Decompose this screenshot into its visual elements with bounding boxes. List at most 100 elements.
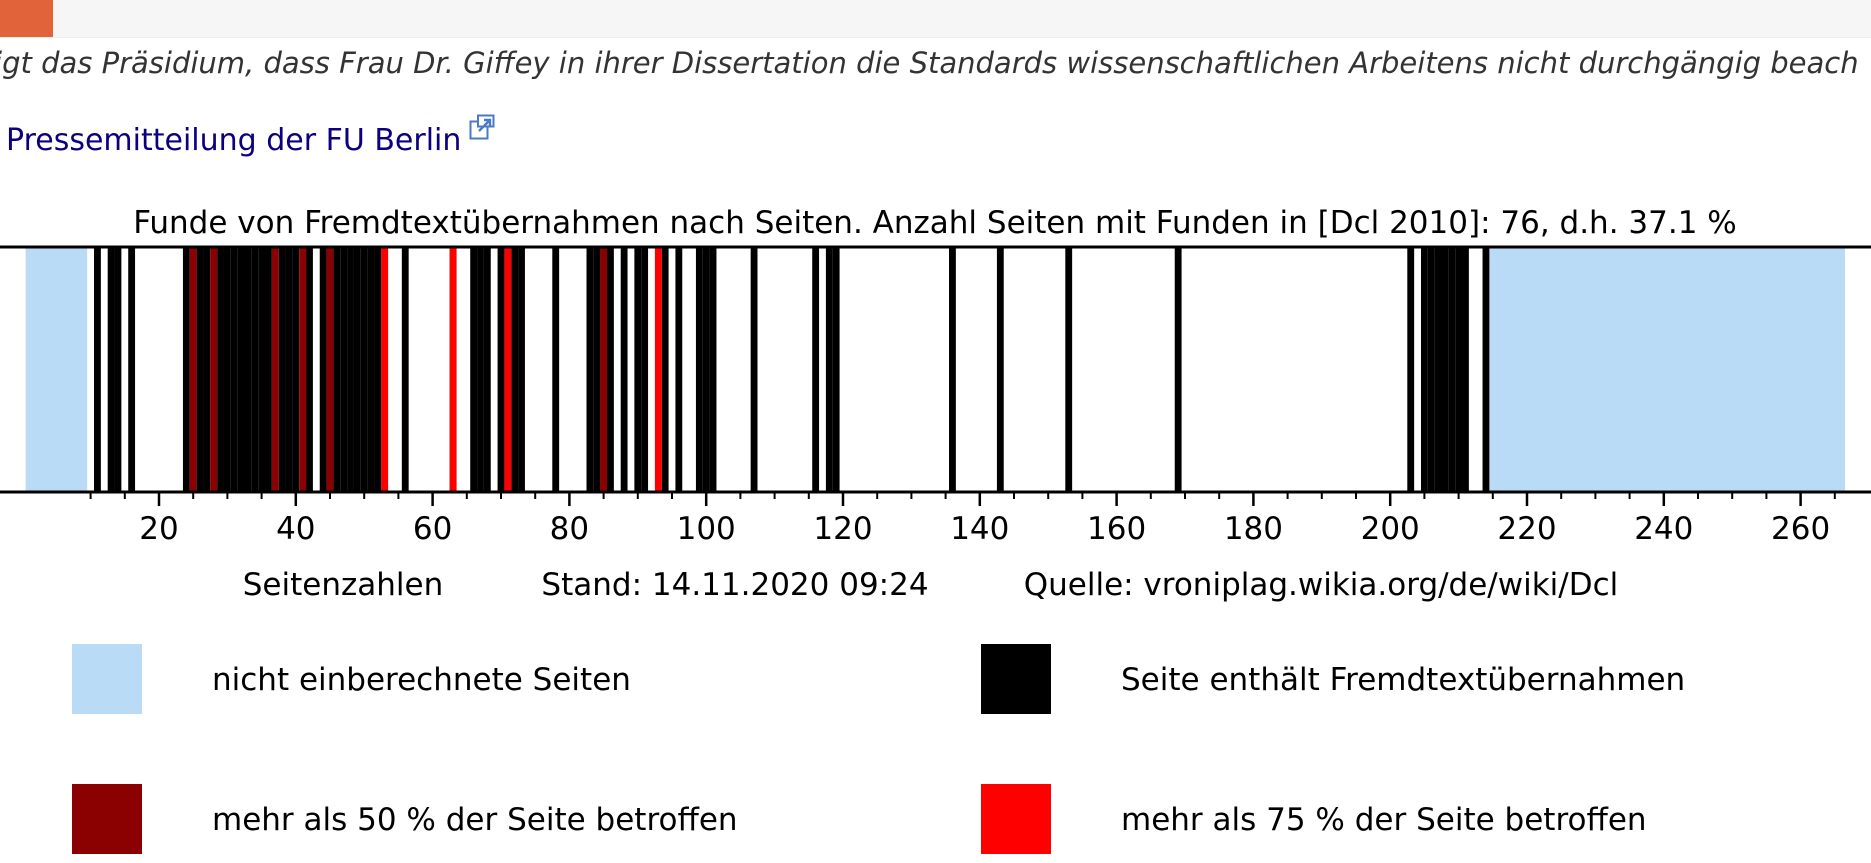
- findings-bar-page-35: [258, 247, 266, 492]
- legend-label-over-50: mehr als 50 % der Seite betroffen: [212, 802, 738, 838]
- legend-swatch-over-75: [981, 784, 1051, 854]
- over50-bar-page-45: [326, 247, 334, 492]
- findings-bar-page-169: [1174, 247, 1182, 492]
- findings-bar-page-48: [347, 247, 354, 492]
- source-text: Quelle: vroniplag.wikia.org/de/wiki/Dcl: [1024, 567, 1619, 603]
- findings-bar-page-70: [497, 247, 505, 492]
- x-tick-label-200: 200: [1361, 511, 1420, 547]
- findings-bar-page-91: [641, 247, 649, 492]
- findings-bar-page-46: [333, 247, 341, 492]
- press-release-link-label: Pressemitteilung der FU Berlin: [6, 123, 462, 158]
- x-tick-label-100: 100: [677, 511, 736, 547]
- findings-bar-page-210: [1455, 247, 1463, 492]
- findings-bar-page-36: [265, 247, 272, 492]
- findings-bar-page-40: [292, 247, 300, 492]
- findings-bar-page-49: [353, 247, 361, 492]
- x-tick-label-260: 260: [1771, 511, 1830, 547]
- x-tick-label-20: 20: [139, 511, 178, 547]
- findings-bar-page-99: [695, 247, 703, 492]
- findings-bar-page-83: [586, 247, 594, 492]
- findings-bar-page-72: [511, 247, 519, 492]
- findings-bar-page-34: [251, 247, 259, 492]
- findings-bar-page-67: [477, 247, 484, 492]
- findings-bar-page-153: [1065, 247, 1073, 492]
- findings-bar-page-96: [675, 247, 683, 492]
- findings-bar-page-32: [237, 247, 245, 492]
- external-link-icon: [469, 113, 495, 148]
- findings-bar-page-116: [812, 247, 820, 492]
- over50-bar-page-37: [271, 247, 279, 492]
- stand-date: Stand: 14.11.2020 09:24: [541, 567, 928, 603]
- findings-bar-page-13: [107, 247, 115, 492]
- findings-bar-page-209: [1448, 247, 1456, 492]
- findings-bar-page-208: [1441, 247, 1449, 492]
- x-tick-label-120: 120: [813, 511, 872, 547]
- findings-bar-page-211: [1462, 247, 1469, 492]
- findings-bar-page-206: [1427, 247, 1435, 492]
- over50-bar-page-41: [299, 247, 307, 492]
- findings-bar-page-205: [1420, 247, 1428, 492]
- findings-bar-page-68: [483, 247, 491, 492]
- x-axis-label: Seitenzahlen: [243, 567, 444, 603]
- findings-bar-page-50: [360, 247, 368, 492]
- over50-bar-page-85: [600, 247, 608, 492]
- x-tick-label-80: 80: [550, 511, 589, 547]
- findings-bar-page-51: [367, 247, 375, 492]
- excluded-range-0: [25, 247, 88, 492]
- findings-bar-page-26: [196, 247, 204, 492]
- findings-bar-page-14: [114, 247, 122, 492]
- findings-bar-page-107: [750, 247, 758, 492]
- press-release-link[interactable]: Pressemitteilung der FU Berlin: [6, 113, 495, 158]
- legend-label-findings: Seite enthält Fremdtextübernahmen: [1121, 662, 1686, 698]
- findings-bar-page-207: [1434, 247, 1442, 492]
- findings-bar-page-100: [702, 247, 710, 492]
- x-tick-label-240: 240: [1634, 511, 1693, 547]
- findings-bar-page-16: [128, 247, 136, 492]
- findings-bar-page-24: [182, 247, 190, 492]
- x-tick-label-180: 180: [1224, 511, 1283, 547]
- findings-bar-page-52: [374, 247, 382, 492]
- findings-bar-page-118: [825, 247, 833, 492]
- findings-bar-page-136: [949, 247, 956, 492]
- findings-bar-page-56: [401, 247, 409, 492]
- over75-bar-page-71: [504, 247, 512, 492]
- top-tab[interactable]: [0, 0, 53, 37]
- findings-bar-page-101: [709, 247, 717, 492]
- findings-bar-page-11: [94, 247, 101, 492]
- findings-bar-page-30: [223, 247, 231, 492]
- over75-bar-page-63: [449, 247, 457, 492]
- x-tick-label-140: 140: [950, 511, 1009, 547]
- findings-bar-page-90: [634, 247, 642, 492]
- findings-bar-page-84: [593, 247, 601, 492]
- browser-top-bar: [0, 0, 1871, 38]
- findings-bar-page-47: [340, 247, 348, 492]
- findings-bar-page-38: [278, 247, 286, 492]
- x-tick-label-220: 220: [1497, 511, 1556, 547]
- findings-bar-page-39: [285, 247, 293, 492]
- findings-bar-page-66: [470, 247, 478, 492]
- findings-bar-page-29: [217, 247, 224, 492]
- over50-bar-page-25: [189, 247, 197, 492]
- quote-text: ligt das Präsidium, dass Frau Dr. Giffey…: [0, 46, 1859, 80]
- findings-bar-page-214: [1482, 247, 1490, 492]
- excluded-range-1: [1489, 247, 1846, 492]
- findings-bar-page-94: [661, 247, 669, 492]
- legend-label-excluded: nicht einberechnete Seiten: [212, 662, 631, 698]
- findings-bar-page-143: [996, 247, 1004, 492]
- over75-bar-page-53: [381, 247, 389, 492]
- legend-swatch-findings: [981, 644, 1051, 714]
- findings-bar-page-31: [230, 247, 238, 492]
- findings-bar-page-42: [306, 247, 313, 492]
- x-tick-label-40: 40: [276, 511, 315, 547]
- findings-bar-page-78: [552, 247, 560, 492]
- findings-bar-page-33: [244, 247, 252, 492]
- chart-title: Funde von Fremdtextübernahmen nach Seite…: [133, 205, 1737, 241]
- legend-swatch-excluded: [72, 644, 142, 714]
- over75-bar-page-93: [654, 247, 662, 492]
- findings-bar-page-27: [203, 247, 211, 492]
- over50-bar-page-28: [210, 247, 218, 492]
- x-tick-label-60: 60: [413, 511, 452, 547]
- findings-bar-page-86: [607, 247, 614, 492]
- findings-bar-page-44: [319, 247, 327, 492]
- x-tick-label-160: 160: [1087, 511, 1146, 547]
